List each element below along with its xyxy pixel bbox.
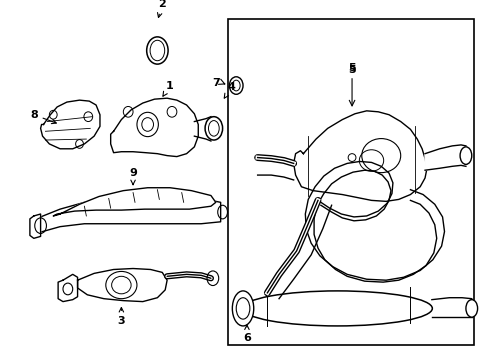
Polygon shape <box>78 269 167 302</box>
Polygon shape <box>424 145 465 170</box>
Text: 5: 5 <box>347 65 355 75</box>
Text: 8: 8 <box>30 110 56 123</box>
Text: 1: 1 <box>163 81 174 96</box>
Text: 5: 5 <box>347 63 355 73</box>
Text: 9: 9 <box>129 168 137 185</box>
Text: 6: 6 <box>243 325 250 343</box>
Polygon shape <box>30 214 41 238</box>
Polygon shape <box>110 98 198 157</box>
Ellipse shape <box>242 291 431 326</box>
Text: 3: 3 <box>117 307 125 326</box>
Ellipse shape <box>465 300 477 317</box>
Text: 7: 7 <box>211 78 219 87</box>
Text: 4: 4 <box>224 82 235 98</box>
Bar <box>228 19 473 345</box>
Polygon shape <box>293 111 426 201</box>
Polygon shape <box>53 188 215 216</box>
Polygon shape <box>58 274 78 302</box>
Polygon shape <box>247 283 429 300</box>
Polygon shape <box>36 195 220 234</box>
Text: 2: 2 <box>157 0 166 17</box>
Polygon shape <box>41 100 100 149</box>
Polygon shape <box>247 309 429 322</box>
Ellipse shape <box>232 291 253 326</box>
